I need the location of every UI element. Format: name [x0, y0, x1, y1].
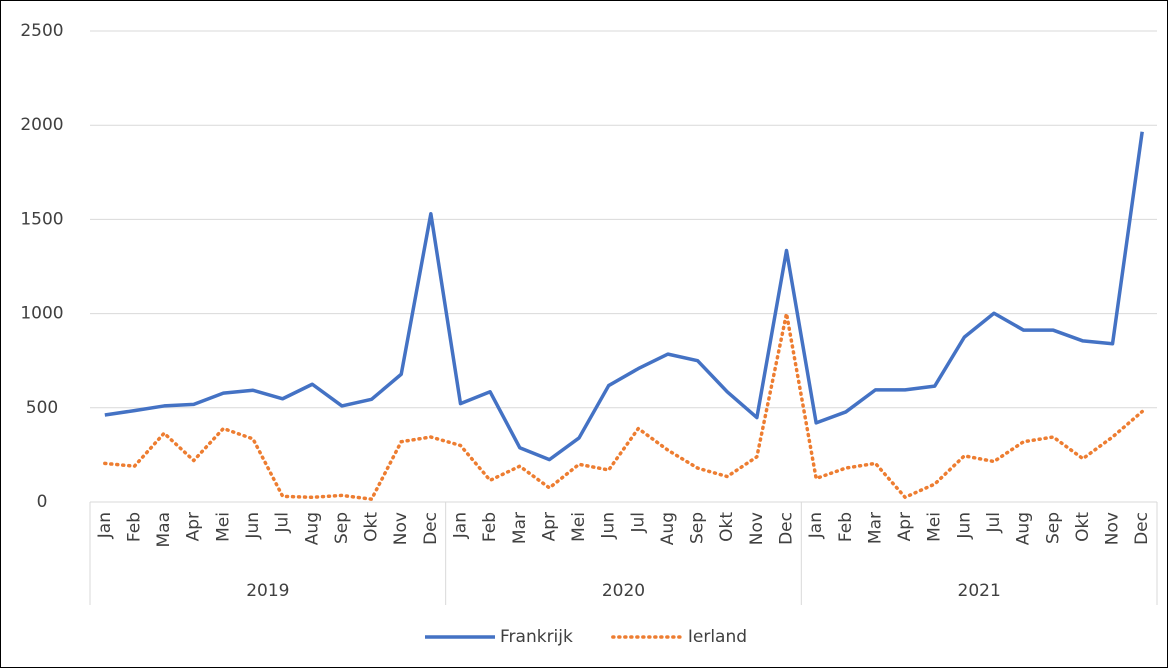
x-tick-label: Aug — [1014, 512, 1034, 545]
x-tick-label: Nov — [747, 512, 767, 545]
x-tick-label: Feb — [480, 512, 500, 542]
series-line — [103, 311, 1144, 501]
x-tick-label: Apr — [539, 512, 559, 541]
x-tick-label: Feb — [124, 512, 144, 542]
x-tick-label: Sep — [1043, 512, 1063, 544]
group-label: 2021 — [958, 581, 1001, 601]
x-tick-label: Jun — [954, 512, 974, 540]
y-tick-label: 0 — [37, 492, 48, 512]
x-tick-label: Feb — [836, 512, 856, 542]
x-tick-label: Okt — [362, 512, 382, 542]
x-tick-label: Dec — [1132, 512, 1152, 545]
x-tick-label: Jun — [243, 512, 263, 540]
y-tick-label: 500 — [26, 398, 58, 418]
y-tick-label: 1500 — [20, 209, 63, 229]
y-tick-label: 2500 — [20, 21, 63, 41]
x-tick-label: Apr — [184, 512, 204, 541]
x-tick-label: Dec — [421, 512, 441, 545]
x-tick-label: Jul — [273, 512, 293, 534]
y-tick-label: 1000 — [20, 304, 63, 324]
x-tick-label: Jul — [984, 512, 1004, 534]
x-tick-label: Mar — [865, 512, 885, 544]
x-tick-label: Sep — [332, 512, 352, 544]
x-tick-label: Maa — [154, 512, 174, 548]
x-tick-label: Aug — [302, 512, 322, 545]
x-tick-label: Jun — [599, 512, 619, 540]
x-tick-label: Apr — [895, 512, 915, 541]
x-tick-label: Jan — [806, 512, 826, 539]
x-tick-label: Nov — [1103, 512, 1123, 545]
group-label: 2019 — [246, 581, 289, 601]
x-tick-label: Mei — [213, 512, 233, 542]
x-tick-label: Jan — [450, 512, 470, 539]
x-tick-label: Dec — [777, 512, 797, 545]
x-tick-label: Mei — [569, 512, 589, 542]
group-label: 2020 — [602, 581, 645, 601]
x-tick-label: Jan — [95, 512, 115, 539]
x-tick-label: Okt — [1073, 512, 1093, 542]
y-tick-label: 2000 — [20, 115, 63, 135]
legend-label: Ierland — [688, 627, 747, 647]
series-line — [104, 131, 1144, 462]
x-tick-label: Mei — [925, 512, 945, 542]
x-tick-label: Sep — [688, 512, 708, 544]
x-tick-label: Okt — [717, 512, 737, 542]
x-tick-label: Jul — [628, 512, 648, 534]
x-tick-label: Nov — [391, 512, 411, 545]
x-tick-label: Aug — [658, 512, 678, 545]
x-tick-label: Mar — [510, 512, 530, 544]
legend-label: Frankrijk — [500, 627, 573, 647]
